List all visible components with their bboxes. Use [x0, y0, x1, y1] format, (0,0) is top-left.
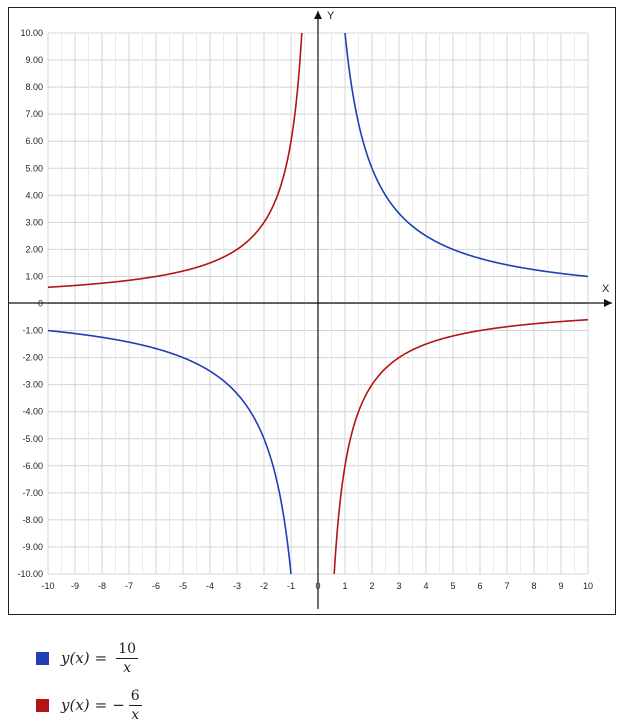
legend-item-series-1: y(x) = 10 x	[36, 638, 139, 678]
x-tick-label: -7	[125, 581, 133, 591]
y-tick-label: 6.00	[25, 136, 43, 146]
chart-plot: X Y -10 -9 -8 -7 -6 -5 -4 -3 -2 -1 0 1 2 3 4 5 6 7 8 9 10 10…	[9, 10, 612, 609]
fraction-denominator: x	[123, 659, 132, 676]
legend-formula-2: y(x) = − 6 x	[61, 688, 142, 723]
y-tick-label: -6.00	[22, 461, 43, 471]
series-1-branch-2	[344, 32, 589, 278]
axes: X Y	[9, 10, 612, 609]
legend-item-series-2: y(x) = − 6 x	[36, 685, 142, 725]
x-tick-label: 5	[450, 581, 455, 591]
fraction-denominator: x	[131, 706, 140, 723]
y-tick-label: 3.00	[25, 217, 43, 227]
x-tick-label: -3	[233, 581, 241, 591]
y-tick-label: 5.00	[25, 163, 43, 173]
x-tick-label: 8	[531, 581, 536, 591]
formula-fraction: 10 x	[116, 640, 139, 676]
fraction-numerator: 6	[128, 687, 142, 706]
x-axis-label: X	[602, 283, 610, 295]
y-tick-label: -4.00	[22, 407, 43, 417]
series-2-branch-2	[333, 318, 589, 575]
formula-lhs: y(x)	[61, 649, 90, 667]
y-tick-label: 10.00	[20, 28, 43, 38]
x-tick-label: 7	[504, 581, 509, 591]
x-tick-label: 4	[423, 581, 428, 591]
y-tick-label: -7.00	[22, 488, 43, 498]
y-tick-label: 4.00	[25, 190, 43, 200]
x-tick-label: -6	[152, 581, 160, 591]
formula-equals: =	[94, 696, 108, 714]
x-tick-label: -2	[260, 581, 268, 591]
fraction-numerator: 10	[116, 640, 139, 659]
y-tick-label: -9.00	[22, 542, 43, 552]
formula-sign: −	[112, 696, 125, 714]
x-tick-label: 3	[396, 581, 401, 591]
x-tick-label: -10	[41, 581, 54, 591]
y-tick-label: -5.00	[22, 434, 43, 444]
x-tick-label: 2	[369, 581, 374, 591]
x-tick-label: 10	[583, 581, 593, 591]
x-tick-label: 0	[315, 581, 320, 591]
x-tick-label: 6	[477, 581, 482, 591]
y-tick-label: 9.00	[25, 55, 43, 65]
y-tick-label: -8.00	[22, 515, 43, 525]
x-tick-labels: -10 -9 -8 -7 -6 -5 -4 -3 -2 -1 0 1 2 3 4 5 6 7 8 9 10	[41, 581, 593, 591]
formula-equals: =	[94, 649, 108, 667]
x-axis-arrow	[604, 299, 612, 307]
formula-fraction: 6 x	[128, 687, 142, 723]
x-tick-label: 1	[342, 581, 347, 591]
y-tick-labels: 10.00 9.00 8.00 7.00 6.00 5.00 4.00 3.00 2.00 1.0…	[17, 28, 43, 579]
chart-frame: X Y -10 -9 -8 -7 -6 -5 -4 -3 -2 -1 0 1 2 3 4 5 6 7 8 9 10 10…	[8, 7, 616, 615]
x-tick-label: -5	[179, 581, 187, 591]
y-tick-label: 1.00	[25, 271, 43, 281]
series-1-branch-1	[47, 329, 292, 575]
series-2-branch-1	[47, 32, 303, 289]
formula-lhs: y(x)	[61, 696, 90, 714]
y-tick-label: 2.00	[25, 244, 43, 254]
legend-swatch-red	[36, 698, 49, 712]
y-tick-label: -10.00	[17, 569, 43, 579]
x-tick-label: -4	[206, 581, 214, 591]
x-tick-label: -8	[98, 581, 106, 591]
series-curves	[47, 32, 589, 575]
y-tick-label: -3.00	[22, 380, 43, 390]
y-tick-label: -1.00	[22, 326, 43, 336]
y-axis-label: Y	[327, 10, 335, 22]
y-tick-label: 7.00	[25, 109, 43, 119]
x-tick-label: 9	[558, 581, 563, 591]
y-axis-arrow	[314, 11, 322, 19]
legend-swatch-blue	[36, 651, 49, 665]
x-tick-label: -1	[287, 581, 295, 591]
y-tick-label: 8.00	[25, 82, 43, 92]
y-tick-label: 0	[38, 299, 43, 309]
y-tick-label: -2.00	[22, 353, 43, 363]
x-tick-label: -9	[71, 581, 79, 591]
legend-formula-1: y(x) = 10 x	[61, 640, 139, 676]
